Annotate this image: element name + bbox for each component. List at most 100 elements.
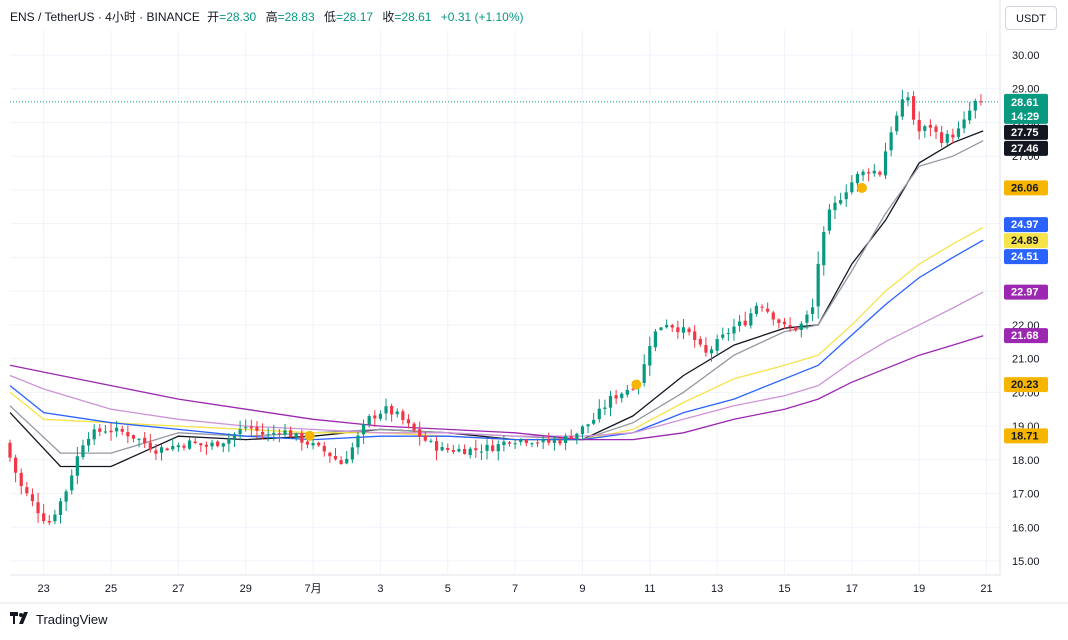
candle-body (289, 430, 293, 438)
candle-body (165, 448, 169, 451)
candle-body (25, 487, 29, 494)
candle-body (154, 450, 158, 454)
ema-line (9, 130, 984, 468)
candle-body (771, 312, 775, 320)
change-value: +0.31 (+1.10%) (440, 10, 524, 24)
candle-body (249, 426, 253, 429)
candle-body (70, 475, 74, 491)
candle-body (502, 441, 506, 446)
symbol-title[interactable]: ENS / TetherUS · 4小时 · BINANCE (10, 10, 200, 24)
candle-body (968, 110, 972, 121)
candle-body (766, 308, 770, 312)
candle-body (457, 448, 461, 452)
candle-body (328, 452, 332, 457)
y-tick-label: 30.00 (1012, 50, 1040, 62)
ema-line (9, 335, 984, 441)
candle-body (260, 431, 265, 435)
x-tick-label: 19 (913, 583, 925, 595)
candle-body (8, 442, 12, 458)
candle-body (928, 124, 933, 128)
candle-body (98, 428, 102, 432)
candle-body (608, 395, 613, 408)
candle-body (681, 327, 686, 333)
candle-body (805, 314, 809, 323)
candle-body (547, 439, 551, 443)
candle-body (962, 119, 966, 129)
candle-body (524, 440, 528, 444)
candle-body (535, 442, 540, 444)
candle-body (799, 323, 803, 330)
candle-body (867, 172, 871, 174)
price-tag-label: 27.46 (1011, 143, 1039, 155)
candle-body (923, 126, 927, 131)
candle-body (698, 338, 702, 345)
candle-body (631, 388, 635, 390)
candle-body (979, 101, 983, 103)
price-tag-label: 27.75 (1011, 127, 1039, 139)
candle-body (193, 441, 197, 444)
candle-body (317, 442, 321, 446)
candle-body (42, 513, 46, 522)
candle-body (322, 445, 326, 452)
candle-body (687, 328, 691, 333)
candle-body (564, 436, 568, 444)
candle-body (92, 429, 96, 440)
candle-body (199, 443, 203, 446)
candle-body (131, 435, 136, 439)
candle-body (816, 263, 820, 307)
candle-body (300, 433, 304, 443)
candle-body (294, 433, 298, 437)
candle-body (148, 442, 152, 450)
x-tick-label: 9 (579, 583, 585, 595)
candle-body (485, 444, 489, 451)
low-label: 低 (323, 10, 336, 24)
signal-marker (631, 379, 642, 390)
candle-body (109, 430, 113, 433)
candle-body (384, 406, 388, 414)
candle-body (648, 345, 652, 366)
ema-line (9, 140, 984, 454)
candle-body (956, 128, 961, 137)
candle-body (552, 440, 556, 443)
candle-body (266, 434, 270, 436)
candle-body (19, 472, 23, 487)
candle-body (126, 432, 130, 437)
price-tag (1004, 328, 1048, 344)
open-value: =28.30 (219, 10, 257, 24)
candle-body (406, 419, 411, 424)
candle-body (676, 327, 680, 333)
signal-marker (304, 430, 315, 441)
open-label: 开 (207, 10, 220, 24)
price-tag-label: 24.97 (1011, 219, 1039, 231)
x-tick-label: 23 (38, 583, 50, 595)
candle-body (597, 408, 601, 420)
high-value: =28.83 (277, 10, 315, 24)
candle-body (103, 431, 108, 433)
currency-button[interactable]: USDT (1005, 6, 1057, 30)
candle-body (390, 405, 394, 415)
price-tag (1004, 180, 1048, 196)
tradingview-logo[interactable]: TradingView (10, 611, 108, 627)
candle-body (653, 331, 658, 348)
candle-body (749, 313, 753, 326)
price-tag-label: 18.71 (1011, 430, 1039, 442)
candle-body (794, 327, 798, 331)
candle-body (429, 440, 433, 442)
candle-body (187, 440, 192, 449)
price-tag (1004, 249, 1048, 265)
high-label: 高 (265, 10, 278, 24)
candle-body (721, 334, 725, 338)
candle-body (788, 325, 792, 328)
candle-body (704, 345, 708, 353)
candle-body (519, 439, 523, 443)
candle-body (47, 520, 51, 523)
price-tag (1004, 428, 1048, 444)
price-tag-label: 20.23 (1011, 379, 1039, 391)
price-tag-label: 26.06 (1011, 182, 1039, 194)
candle-body (782, 321, 787, 325)
candle-body (216, 441, 220, 447)
candle-body (530, 443, 534, 445)
candle-body (255, 427, 259, 431)
